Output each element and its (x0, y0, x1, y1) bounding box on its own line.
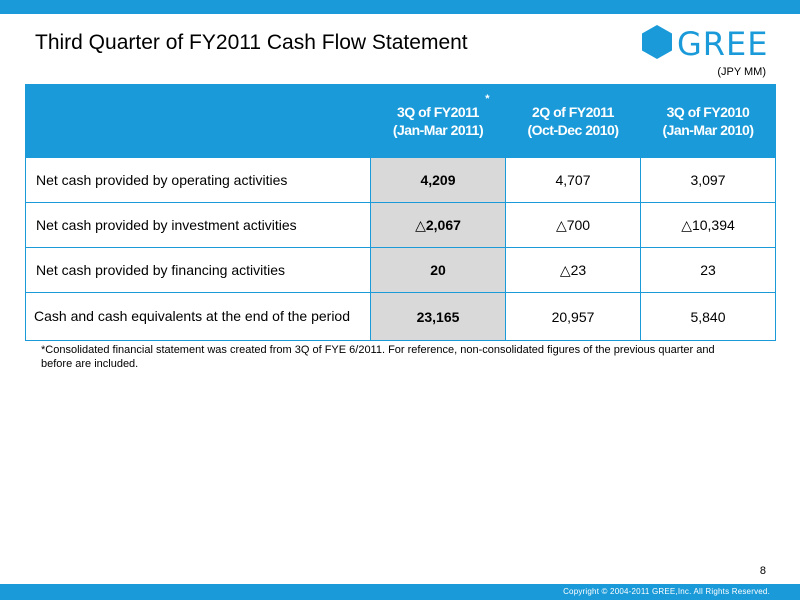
row-label: Net cash provided by financing activitie… (25, 247, 371, 293)
footnote: *Consolidated financial statement was cr… (41, 344, 715, 370)
value-3q-fy2011: △2,067 (370, 202, 506, 248)
cash-flow-table: * 3Q of FY2011 (Jan-Mar 2011) 2Q of FY20… (25, 84, 776, 341)
row-label: Net cash provided by operating activitie… (25, 157, 371, 203)
value-3q-fy2010: △10,394 (640, 202, 776, 248)
header-range: (Jan-Mar 2010) (662, 122, 754, 138)
hexagon-icon (642, 25, 672, 59)
footnote-marker: * (485, 93, 489, 105)
logo-text: GREE (677, 25, 769, 63)
row-label: Cash and cash equivalents at the end of … (25, 292, 371, 341)
value-2q-fy2011: △700 (505, 202, 641, 248)
header-period: 2Q of FY2011 (532, 104, 614, 120)
value-2q-fy2011: 4,707 (505, 157, 641, 203)
table-header-row: * 3Q of FY2011 (Jan-Mar 2011) 2Q of FY20… (25, 84, 776, 158)
units-label: (JPY MM) (717, 66, 766, 78)
table-row-operating: Net cash provided by operating activitie… (25, 157, 776, 203)
value-3q-fy2011: 20 (370, 247, 506, 293)
page-title: Third Quarter of FY2011 Cash Flow Statem… (35, 31, 468, 54)
row-label: Net cash provided by investment activiti… (25, 202, 371, 248)
value-3q-fy2010: 5,840 (640, 292, 776, 341)
header-3q-fy2010: 3Q of FY2010 (Jan-Mar 2010) (640, 84, 776, 158)
bottom-banner (0, 584, 800, 600)
header-range: (Jan-Mar 2011) (392, 122, 484, 138)
page-number: 8 (759, 565, 766, 577)
top-banner (0, 0, 800, 14)
value-3q-fy2010: 3,097 (640, 157, 776, 203)
header-3q-fy2011: * 3Q of FY2011 (Jan-Mar 2011) (370, 84, 506, 158)
header-empty-cell (25, 84, 371, 158)
gree-logo: GREE (640, 24, 772, 63)
value-3q-fy2011: 4,209 (370, 157, 506, 203)
table-row-financing: Net cash provided by financing activitie… (25, 247, 776, 293)
header-period: 3Q of FY2010 (666, 104, 750, 120)
header-period: 3Q of FY2011 (397, 104, 479, 120)
table-row-cash-end: Cash and cash equivalents at the end of … (25, 292, 776, 341)
table-row-investment: Net cash provided by investment activiti… (25, 202, 776, 248)
copyright-text: Copyright © 2004-2011 GREE,Inc. All Righ… (563, 587, 770, 596)
value-3q-fy2011: 23,165 (370, 292, 506, 341)
value-2q-fy2011: △23 (505, 247, 641, 293)
header-range: (Oct-Dec 2010) (527, 122, 619, 138)
value-3q-fy2010: 23 (640, 247, 776, 293)
header-2q-fy2011: 2Q of FY2011 (Oct-Dec 2010) (505, 84, 641, 158)
value-2q-fy2011: 20,957 (505, 292, 641, 341)
